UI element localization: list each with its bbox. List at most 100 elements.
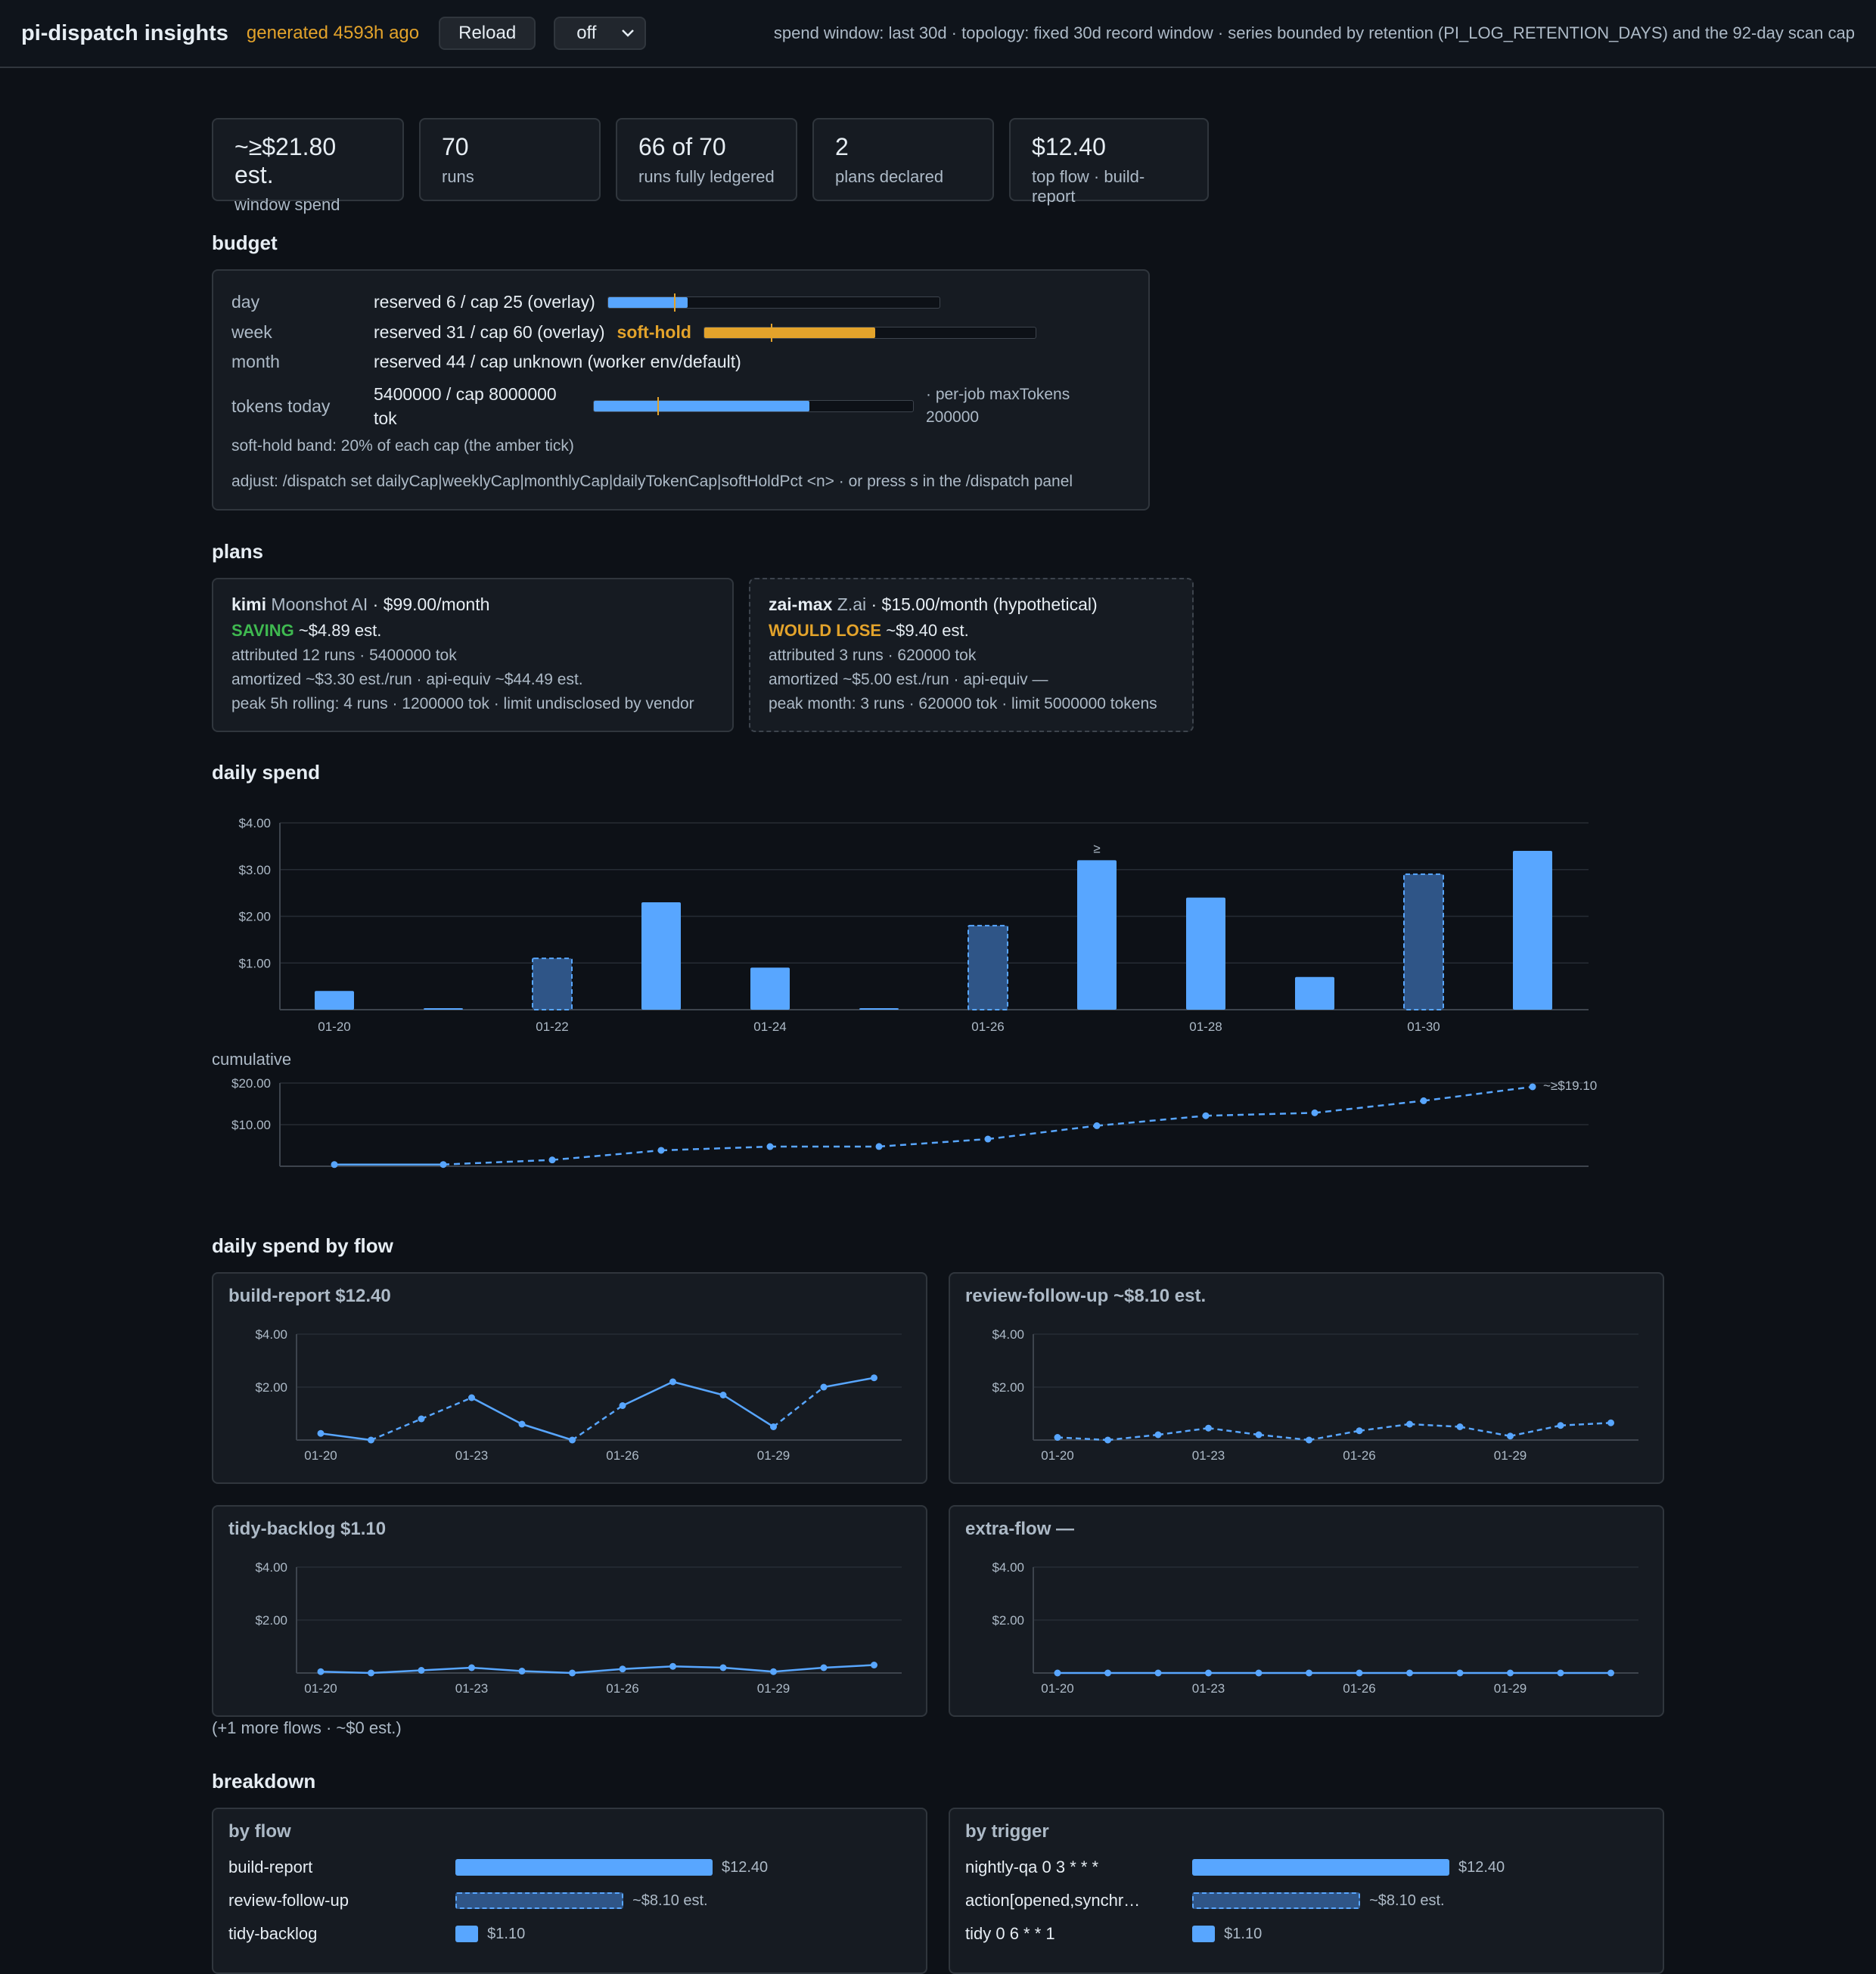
stat-label: runs fully ledgered	[638, 167, 775, 187]
flow-line-segment	[723, 1395, 774, 1427]
daily-spend-title: daily spend	[212, 761, 320, 784]
plan-header: zai-max Z.ai · $15.00/month (hypothetica…	[769, 594, 1174, 615]
tokens-text-line2: tok	[374, 406, 593, 430]
budget-row-text: reserved 6 / cap 25 (overlay)	[374, 292, 595, 312]
flow-line-segment	[1108, 1435, 1159, 1440]
budget-day-meter	[607, 296, 940, 309]
top-bar: pi-dispatch insights generated 4593h ago…	[0, 0, 1876, 68]
flow-point-01-30	[821, 1384, 828, 1391]
stat-label: plans declared	[835, 167, 971, 187]
plan-name: kimi	[231, 594, 266, 614]
budget-tokens-meter	[593, 400, 914, 412]
breakdown-row: tidy-backlog $1.10	[228, 1924, 525, 1944]
flow-point-01-27	[669, 1379, 676, 1386]
y-tick-label: $2.00	[255, 1613, 287, 1628]
breakdown-name: action[opened,synchr…	[965, 1891, 1192, 1910]
cumulative-point-01-21	[440, 1161, 447, 1168]
flow-point-01-31	[871, 1662, 877, 1668]
auto-refresh-select[interactable]: off	[554, 17, 646, 50]
x-tick-label: 01-23	[455, 1681, 488, 1696]
plan-peak: peak 5h rolling: 4 runs · 1200000 tok · …	[231, 695, 714, 713]
bar-01-28	[1186, 898, 1225, 1010]
plan-amortized: amortized ~$5.00 est./run · api-equiv —	[769, 671, 1174, 689]
cumulative-segment	[443, 1160, 552, 1165]
x-tick-label: 01-23	[1192, 1681, 1225, 1696]
flow-point-01-23	[1205, 1670, 1212, 1677]
flow-point-01-28	[720, 1392, 727, 1398]
flow-point-01-30	[1558, 1422, 1564, 1429]
breakdown-bar	[1192, 1859, 1449, 1876]
soft-hold-tick	[657, 397, 659, 415]
cumulative-point-01-26	[985, 1136, 992, 1143]
cumulative-segment	[661, 1147, 770, 1150]
flow-point-01-21	[1104, 1670, 1111, 1677]
plan-status-badge: WOULD LOSE	[769, 621, 881, 640]
breakdown-row: tidy 0 6 * * 1 $1.10	[965, 1924, 1262, 1944]
budget-row-label: tokens today	[231, 396, 374, 417]
x-tick-label: 01-20	[1041, 1681, 1073, 1696]
soft-hold-badge: soft-hold	[617, 322, 691, 343]
x-tick-label: 01-26	[1343, 1681, 1375, 1696]
bar-01-23	[641, 902, 681, 1010]
flow-point-01-23	[468, 1395, 475, 1401]
bar-01-25	[859, 1008, 899, 1010]
breakdown-name: tidy 0 6 * * 1	[965, 1924, 1192, 1944]
cumulative-point-01-25	[876, 1143, 883, 1150]
flow-point-01-21	[368, 1670, 374, 1677]
plan-attribution: attributed 3 runs · 620000 tok	[769, 647, 1174, 665]
y-tick-label: $10.00	[231, 1118, 271, 1132]
stat-card-window-spend: ~≥$21.80 est. window spend	[212, 118, 404, 201]
x-tick-label: 01-22	[536, 1020, 568, 1034]
budget-row-text: 5400000 / cap 8000000 tok	[374, 382, 593, 430]
soft-hold-tick	[674, 293, 676, 312]
y-tick-label: $4.00	[992, 1327, 1024, 1342]
flow-point-01-25	[569, 1670, 576, 1677]
flow-line-segment	[472, 1668, 523, 1671]
cumulative-point-01-22	[549, 1156, 556, 1163]
y-tick-label: $4.00	[255, 1327, 287, 1342]
flow-point-01-21	[368, 1437, 374, 1444]
flow-line-segment	[371, 1419, 422, 1440]
x-tick-label: 01-20	[318, 1020, 350, 1034]
flow-line-segment	[522, 1424, 573, 1440]
flow-line-segment	[421, 1668, 472, 1671]
flow-point-01-29	[770, 1423, 777, 1430]
app-title: pi-dispatch insights	[21, 21, 228, 46]
flow-point-01-20	[1054, 1670, 1061, 1677]
flow-line-segment	[1158, 1428, 1209, 1435]
cumulative-segment	[552, 1150, 661, 1160]
breakdown-bar	[455, 1926, 478, 1942]
flow-line-segment	[774, 1387, 825, 1427]
y-tick-label: $4.00	[238, 816, 271, 830]
stat-value: 66 of 70	[638, 133, 775, 161]
flow-line-segment	[623, 1666, 673, 1669]
plan-delta: ~$4.89 est.	[299, 621, 381, 640]
flow-point-01-30	[1558, 1670, 1564, 1677]
x-tick-label: 01-26	[606, 1448, 638, 1463]
breakdown-by-trigger: by trigger nightly-qa 0 3 * * * $12.40 a…	[949, 1808, 1664, 1974]
x-tick-label: 01-26	[1343, 1448, 1375, 1463]
budget-week-fill	[704, 327, 875, 338]
y-tick-label: $2.00	[992, 1380, 1024, 1395]
flow-line-segment	[673, 1382, 724, 1395]
budget-panel: day reserved 6 / cap 25 (overlay) week r…	[212, 269, 1150, 511]
y-tick-label: $4.00	[255, 1560, 287, 1575]
flow-point-01-20	[318, 1668, 325, 1675]
bar-01-20	[315, 991, 354, 1010]
flow-card-title: tidy-backlog $1.10	[228, 1519, 386, 1540]
flow-point-01-31	[1607, 1420, 1614, 1426]
cumulative-point-01-29	[1312, 1110, 1318, 1116]
plan-status-line: SAVING ~$4.89 est.	[231, 621, 714, 641]
breakdown-row: build-report $12.40	[228, 1858, 768, 1877]
y-tick-label: $2.00	[255, 1380, 287, 1395]
flow-point-01-30	[821, 1665, 828, 1671]
reload-button[interactable]: Reload	[439, 17, 536, 50]
bar-01-24	[750, 967, 790, 1010]
lower-bound-marker: ≥	[1093, 841, 1100, 855]
budget-row-label: month	[231, 352, 374, 372]
flow-point-01-27	[669, 1663, 676, 1670]
flow-line-segment	[1511, 1426, 1561, 1436]
budget-row-day: day reserved 6 / cap 25 (overlay)	[231, 292, 940, 312]
